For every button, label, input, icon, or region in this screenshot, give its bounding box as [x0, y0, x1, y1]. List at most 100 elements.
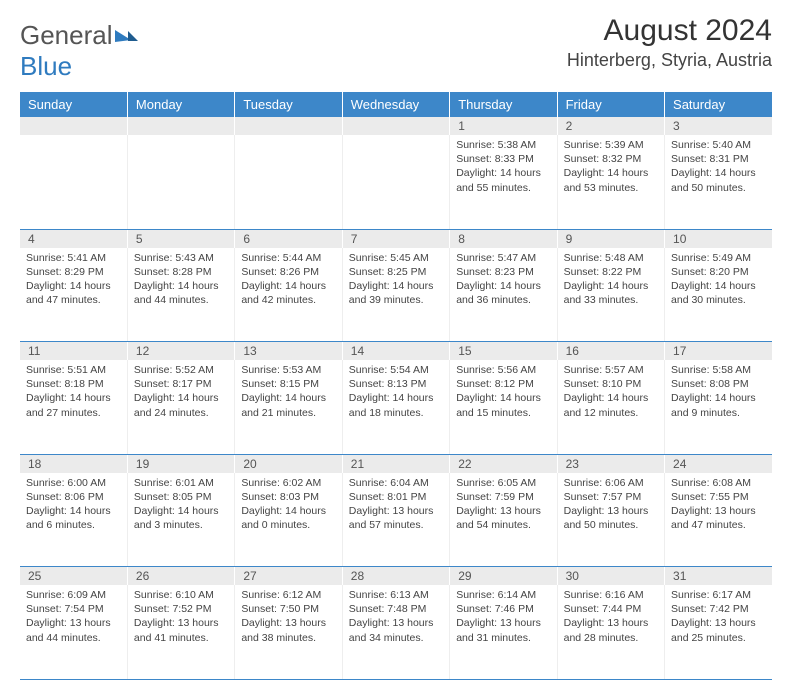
sunrise-text: Sunrise: 5:54 AM	[349, 363, 443, 377]
day-number: 31	[665, 567, 772, 586]
day-number: 11	[20, 342, 127, 361]
daylight-text: Daylight: 13 hours and 50 minutes.	[564, 504, 658, 532]
day-content-row: Sunrise: 5:51 AMSunset: 8:18 PM Daylight:…	[20, 360, 772, 454]
daylight-text: Daylight: 14 hours and 6 minutes.	[26, 504, 121, 532]
day-number: 9	[557, 229, 664, 248]
weekday-header: Sunday	[20, 92, 127, 117]
sunrise-text: Sunrise: 6:10 AM	[134, 588, 228, 602]
day-number: 25	[20, 567, 127, 586]
day-number: 2	[557, 117, 664, 135]
sunrise-text: Sunrise: 6:06 AM	[564, 476, 658, 490]
sunset-text: Sunset: 7:54 PM	[26, 602, 121, 616]
day-cell	[342, 135, 449, 229]
day-number: 15	[450, 342, 557, 361]
day-content-row: Sunrise: 6:00 AMSunset: 8:06 PMDaylight:…	[20, 473, 772, 567]
sunrise-text: Sunrise: 5:45 AM	[349, 251, 443, 265]
day-cell: Sunrise: 6:12 AMSunset: 7:50 PMDaylight:…	[235, 585, 342, 679]
calendar-body: 123 Sunrise: 5:38 AMSunset: 8:33 PMDaylig…	[20, 117, 772, 679]
title-block: August 2024 Hinterberg, Styria, Austria	[567, 14, 772, 71]
weekday-header-row: SundayMondayTuesdayWednesdayThursdayFrid…	[20, 92, 772, 117]
sunset-text: Sunset: 8:03 PM	[241, 490, 335, 504]
day-number: 29	[450, 567, 557, 586]
sunset-text: Sunset: 8:05 PM	[134, 490, 228, 504]
day-cell: Sunrise: 5:43 AMSunset: 8:28 PMDaylight:…	[127, 248, 234, 342]
sunset-text: Sunset: 7:48 PM	[349, 602, 443, 616]
day-cell: Sunrise: 6:10 AMSunset: 7:52 PMDaylight:…	[127, 585, 234, 679]
sunrise-text: Sunrise: 6:17 AM	[671, 588, 766, 602]
day-number-row: 11121314151617	[20, 342, 772, 361]
sunrise-text: Sunrise: 5:52 AM	[134, 363, 228, 377]
sunrise-text: Sunrise: 5:49 AM	[671, 251, 766, 265]
day-cell: Sunrise: 5:57 AMSunset: 8:10 PMDaylight:…	[557, 360, 664, 454]
day-cell: Sunrise: 5:51 AMSunset: 8:18 PMDaylight:…	[20, 360, 127, 454]
sunset-text: Sunset: 7:55 PM	[671, 490, 766, 504]
sunrise-text: Sunrise: 5:48 AM	[564, 251, 658, 265]
sunrise-text: Sunrise: 6:04 AM	[349, 476, 443, 490]
daylight-text: Daylight: 14 hours and 39 minutes.	[349, 279, 443, 307]
day-content-row: Sunrise: 5:38 AMSunset: 8:33 PMDaylight:…	[20, 135, 772, 229]
day-number: 22	[450, 454, 557, 473]
sunset-text: Sunset: 8:22 PM	[564, 265, 658, 279]
sunrise-text: Sunrise: 5:56 AM	[456, 363, 550, 377]
day-cell	[235, 135, 342, 229]
day-number: 14	[342, 342, 449, 361]
sunset-text: Sunset: 8:18 PM	[26, 377, 121, 391]
sunset-text: Sunset: 8:31 PM	[671, 152, 766, 166]
day-number: 18	[20, 454, 127, 473]
sunset-text: Sunset: 7:50 PM	[241, 602, 335, 616]
daylight-text: Daylight: 14 hours and 15 minutes.	[456, 391, 550, 419]
day-number	[127, 117, 234, 135]
day-cell: Sunrise: 5:38 AMSunset: 8:33 PMDaylight:…	[450, 135, 557, 229]
day-cell: Sunrise: 5:45 AMSunset: 8:25 PMDaylight:…	[342, 248, 449, 342]
day-cell: Sunrise: 5:47 AMSunset: 8:23 PMDaylight:…	[450, 248, 557, 342]
sunrise-text: Sunrise: 6:09 AM	[26, 588, 121, 602]
daylight-text: Daylight: 14 hours and 53 minutes.	[564, 166, 658, 194]
day-cell: Sunrise: 6:06 AMSunset: 7:57 PMDaylight:…	[557, 473, 664, 567]
sunset-text: Sunset: 8:33 PM	[456, 152, 550, 166]
daylight-text: Daylight: 14 hours and 0 minutes.	[241, 504, 335, 532]
weekday-header: Tuesday	[235, 92, 342, 117]
day-number: 16	[557, 342, 664, 361]
daylight-text: Daylight: 14 hours and 47 minutes.	[26, 279, 121, 307]
day-number-row: 18192021222324	[20, 454, 772, 473]
logo: General	[20, 20, 138, 51]
weekday-header: Wednesday	[342, 92, 449, 117]
day-cell: Sunrise: 5:58 AMSunset: 8:08 PMDaylight:…	[665, 360, 772, 454]
sunrise-text: Sunrise: 6:16 AM	[564, 588, 658, 602]
daylight-text: Daylight: 14 hours and 55 minutes.	[456, 166, 550, 194]
sunset-text: Sunset: 8:01 PM	[349, 490, 443, 504]
day-number: 13	[235, 342, 342, 361]
sunrise-text: Sunrise: 6:12 AM	[241, 588, 335, 602]
day-cell: Sunrise: 5:41 AMSunset: 8:29 PMDaylight:…	[20, 248, 127, 342]
day-number: 28	[342, 567, 449, 586]
sunset-text: Sunset: 7:42 PM	[671, 602, 766, 616]
weekday-header: Saturday	[665, 92, 772, 117]
sunrise-text: Sunrise: 6:00 AM	[26, 476, 121, 490]
day-number: 8	[450, 229, 557, 248]
day-cell: Sunrise: 5:48 AMSunset: 8:22 PMDaylight:…	[557, 248, 664, 342]
day-cell: Sunrise: 6:16 AMSunset: 7:44 PMDaylight:…	[557, 585, 664, 679]
sunrise-text: Sunrise: 5:51 AM	[26, 363, 121, 377]
sunset-text: Sunset: 8:26 PM	[241, 265, 335, 279]
day-number: 3	[665, 117, 772, 135]
sunset-text: Sunset: 7:46 PM	[456, 602, 550, 616]
day-cell: Sunrise: 6:13 AMSunset: 7:48 PMDaylight:…	[342, 585, 449, 679]
day-cell: Sunrise: 5:56 AMSunset: 8:12 PMDaylight:…	[450, 360, 557, 454]
sunset-text: Sunset: 7:59 PM	[456, 490, 550, 504]
daylight-text: Daylight: 14 hours and 24 minutes.	[134, 391, 228, 419]
daylight-text: Daylight: 14 hours and 44 minutes.	[134, 279, 228, 307]
day-number: 19	[127, 454, 234, 473]
sunrise-text: Sunrise: 5:44 AM	[241, 251, 335, 265]
day-number: 1	[450, 117, 557, 135]
sunrise-text: Sunrise: 6:13 AM	[349, 588, 443, 602]
day-cell: Sunrise: 6:01 AMSunset: 8:05 PMDaylight:…	[127, 473, 234, 567]
day-number	[235, 117, 342, 135]
sunrise-text: Sunrise: 5:58 AM	[671, 363, 766, 377]
daylight-text: Daylight: 14 hours and 18 minutes.	[349, 391, 443, 419]
day-cell: Sunrise: 6:08 AMSunset: 7:55 PMDaylight:…	[665, 473, 772, 567]
daylight-text: Daylight: 14 hours and 36 minutes.	[456, 279, 550, 307]
day-cell	[127, 135, 234, 229]
day-cell: Sunrise: 6:04 AMSunset: 8:01 PMDaylight:…	[342, 473, 449, 567]
day-number: 4	[20, 229, 127, 248]
day-content-row: Sunrise: 5:41 AMSunset: 8:29 PMDaylight:…	[20, 248, 772, 342]
